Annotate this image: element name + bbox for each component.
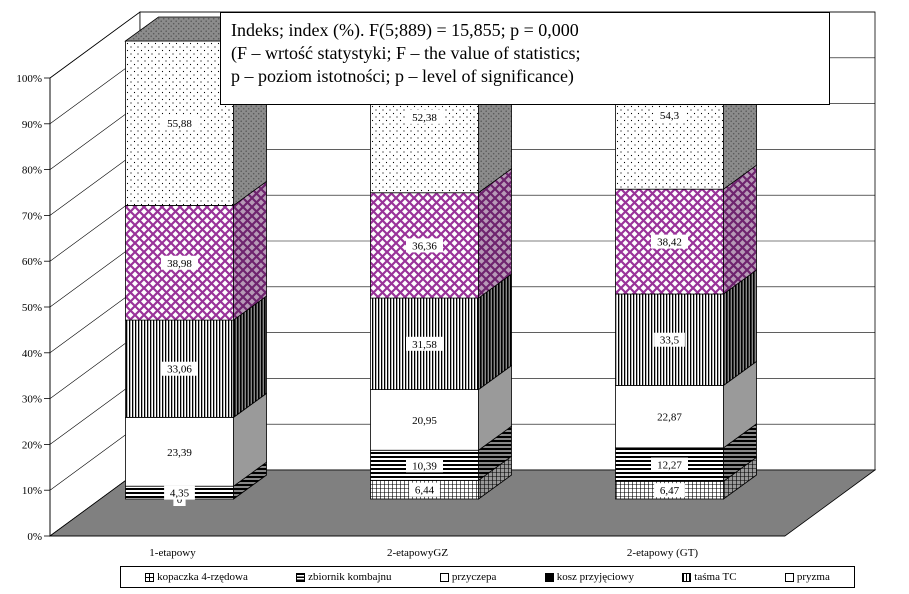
legend-swatch-white xyxy=(439,572,449,582)
data-label-text: 36,36 xyxy=(412,240,437,252)
annotation-line-2: (F – wrtość statystyki; F – the value of… xyxy=(231,43,581,63)
data-label-bg xyxy=(406,238,443,253)
data-label-bg xyxy=(161,116,198,131)
legend-item-tasma: taśma TC xyxy=(682,571,737,583)
data-label-bg xyxy=(406,458,443,473)
data-label: 6,47 xyxy=(654,483,685,498)
data-label-bg xyxy=(406,412,443,427)
legend-label: kopaczka 4-rzędowa xyxy=(157,571,248,583)
legend-label: zbiornik kombajnu xyxy=(308,571,392,583)
legend-swatch-dots xyxy=(784,572,794,582)
legend-swatch-black xyxy=(544,572,554,582)
x-tick-label: 2-etapowyGZ xyxy=(387,547,448,559)
legend-swatch-vstripe xyxy=(682,572,692,582)
data-label-bg xyxy=(651,457,688,472)
data-label-bg xyxy=(406,109,443,124)
bars xyxy=(124,16,758,500)
data-label-text: 6,44 xyxy=(415,485,435,497)
y-tick-label: 30% xyxy=(22,394,42,406)
data-label-text: 52,38 xyxy=(412,112,437,124)
data-label-bg xyxy=(409,482,440,497)
legend-label: kosz przyjęciowy xyxy=(556,571,634,583)
data-label-bg xyxy=(654,332,685,347)
data-label: 54,3 xyxy=(654,108,685,123)
statistics-annotation: Indeks; index (%). F(5;889) = 15,855; p … xyxy=(220,12,830,105)
data-label-text: 6,47 xyxy=(660,485,680,497)
data-label-bg xyxy=(406,336,443,351)
x-axis-labels: 1-etapowy 2-etapowyGZ 2-etapowy (GT) xyxy=(149,547,698,559)
data-label: 4,35 xyxy=(164,485,195,500)
y-tick-label: 0% xyxy=(27,531,42,543)
y-tick-label: 100% xyxy=(16,73,42,85)
data-label-text: 22,87 xyxy=(657,412,682,424)
data-label-bg xyxy=(164,485,195,500)
legend-item-pryzma: pryzma xyxy=(784,571,830,583)
data-label-bg xyxy=(651,409,688,424)
data-label-text: 38,98 xyxy=(167,258,192,270)
data-label-text: 33,5 xyxy=(660,335,680,347)
legend-swatch-hstripe xyxy=(296,572,306,582)
y-tick-label: 80% xyxy=(22,165,42,177)
data-label-bg xyxy=(654,108,685,123)
data-label: 38,98 xyxy=(161,255,198,270)
legend-item-zbiornik: zbiornik kombajnu xyxy=(296,571,392,583)
y-tick-label: 60% xyxy=(22,256,42,268)
data-label-text: 4,35 xyxy=(170,488,190,500)
legend-swatch-grid xyxy=(145,572,155,582)
data-label-text: 20,95 xyxy=(412,415,437,427)
y-axis: 0% 10% 20% 30% 40% 50% 60% 70% 80% 90% 100% xyxy=(16,73,785,543)
data-label: 52,38 xyxy=(406,109,443,124)
y-tick-label: 50% xyxy=(22,302,42,314)
data-label-text: 55,88 xyxy=(167,118,192,130)
data-label-text: 31,58 xyxy=(412,339,437,351)
data-label-bg xyxy=(651,234,688,249)
y-tick-label: 40% xyxy=(22,348,42,360)
y-tick-label: 10% xyxy=(22,485,42,497)
data-label: 33,06 xyxy=(161,361,198,376)
data-label-bg xyxy=(161,361,198,376)
data-label-text: 0 xyxy=(177,494,183,506)
data-label: 22,87 xyxy=(651,409,688,424)
data-label: 38,42 xyxy=(651,234,688,249)
data-label: 33,5 xyxy=(654,332,685,347)
legend-item-kosz: kosz przyjęciowy xyxy=(544,571,634,583)
y-tick-label: 70% xyxy=(22,210,42,222)
data-label: 10,39 xyxy=(406,458,443,473)
y-tick-label: 90% xyxy=(22,119,42,131)
data-label-text: 33,06 xyxy=(167,364,192,376)
data-label: 31,58 xyxy=(406,336,443,351)
data-label-text: 10,39 xyxy=(412,460,437,472)
annotation-line-3: p – poziom istotności; p – level of sign… xyxy=(231,66,574,86)
data-label-bg xyxy=(654,483,685,498)
data-label-text: 23,39 xyxy=(167,447,192,459)
data-label-text: 12,27 xyxy=(657,460,682,472)
data-label: 55,88 xyxy=(161,116,198,131)
data-labels: 04,35 23,39 33,06 38,98 55,88 6,44 10,39 20,95 3… xyxy=(161,108,688,506)
x-tick-label: 2-etapowy (GT) xyxy=(627,547,699,559)
y-tick-label: 20% xyxy=(22,439,42,451)
annotation-line-1: Indeks; index (%). F(5;889) = 15,855; p … xyxy=(231,20,579,40)
legend: kopaczka 4-rzędowa zbiornik kombajnu prz… xyxy=(120,566,855,588)
data-label: 23,39 xyxy=(161,444,198,459)
x-tick-label: 1-etapowy xyxy=(149,547,196,559)
legend-label: pryzma xyxy=(796,571,830,583)
legend-item-przyczepa: przyczepa xyxy=(439,571,497,583)
data-label: 6,44 xyxy=(409,482,440,497)
legend-label: taśma TC xyxy=(694,571,737,583)
data-label-bg xyxy=(161,444,198,459)
data-label-bg xyxy=(161,255,198,270)
data-label: 36,36 xyxy=(406,238,443,253)
legend-label: przyczepa xyxy=(451,571,497,583)
data-label: 20,95 xyxy=(406,412,443,427)
data-label: 12,27 xyxy=(651,457,688,472)
data-label-text: 38,42 xyxy=(657,237,682,249)
data-label-text: 54,3 xyxy=(660,110,680,122)
legend-item-kopaczka: kopaczka 4-rzędowa xyxy=(145,571,248,583)
